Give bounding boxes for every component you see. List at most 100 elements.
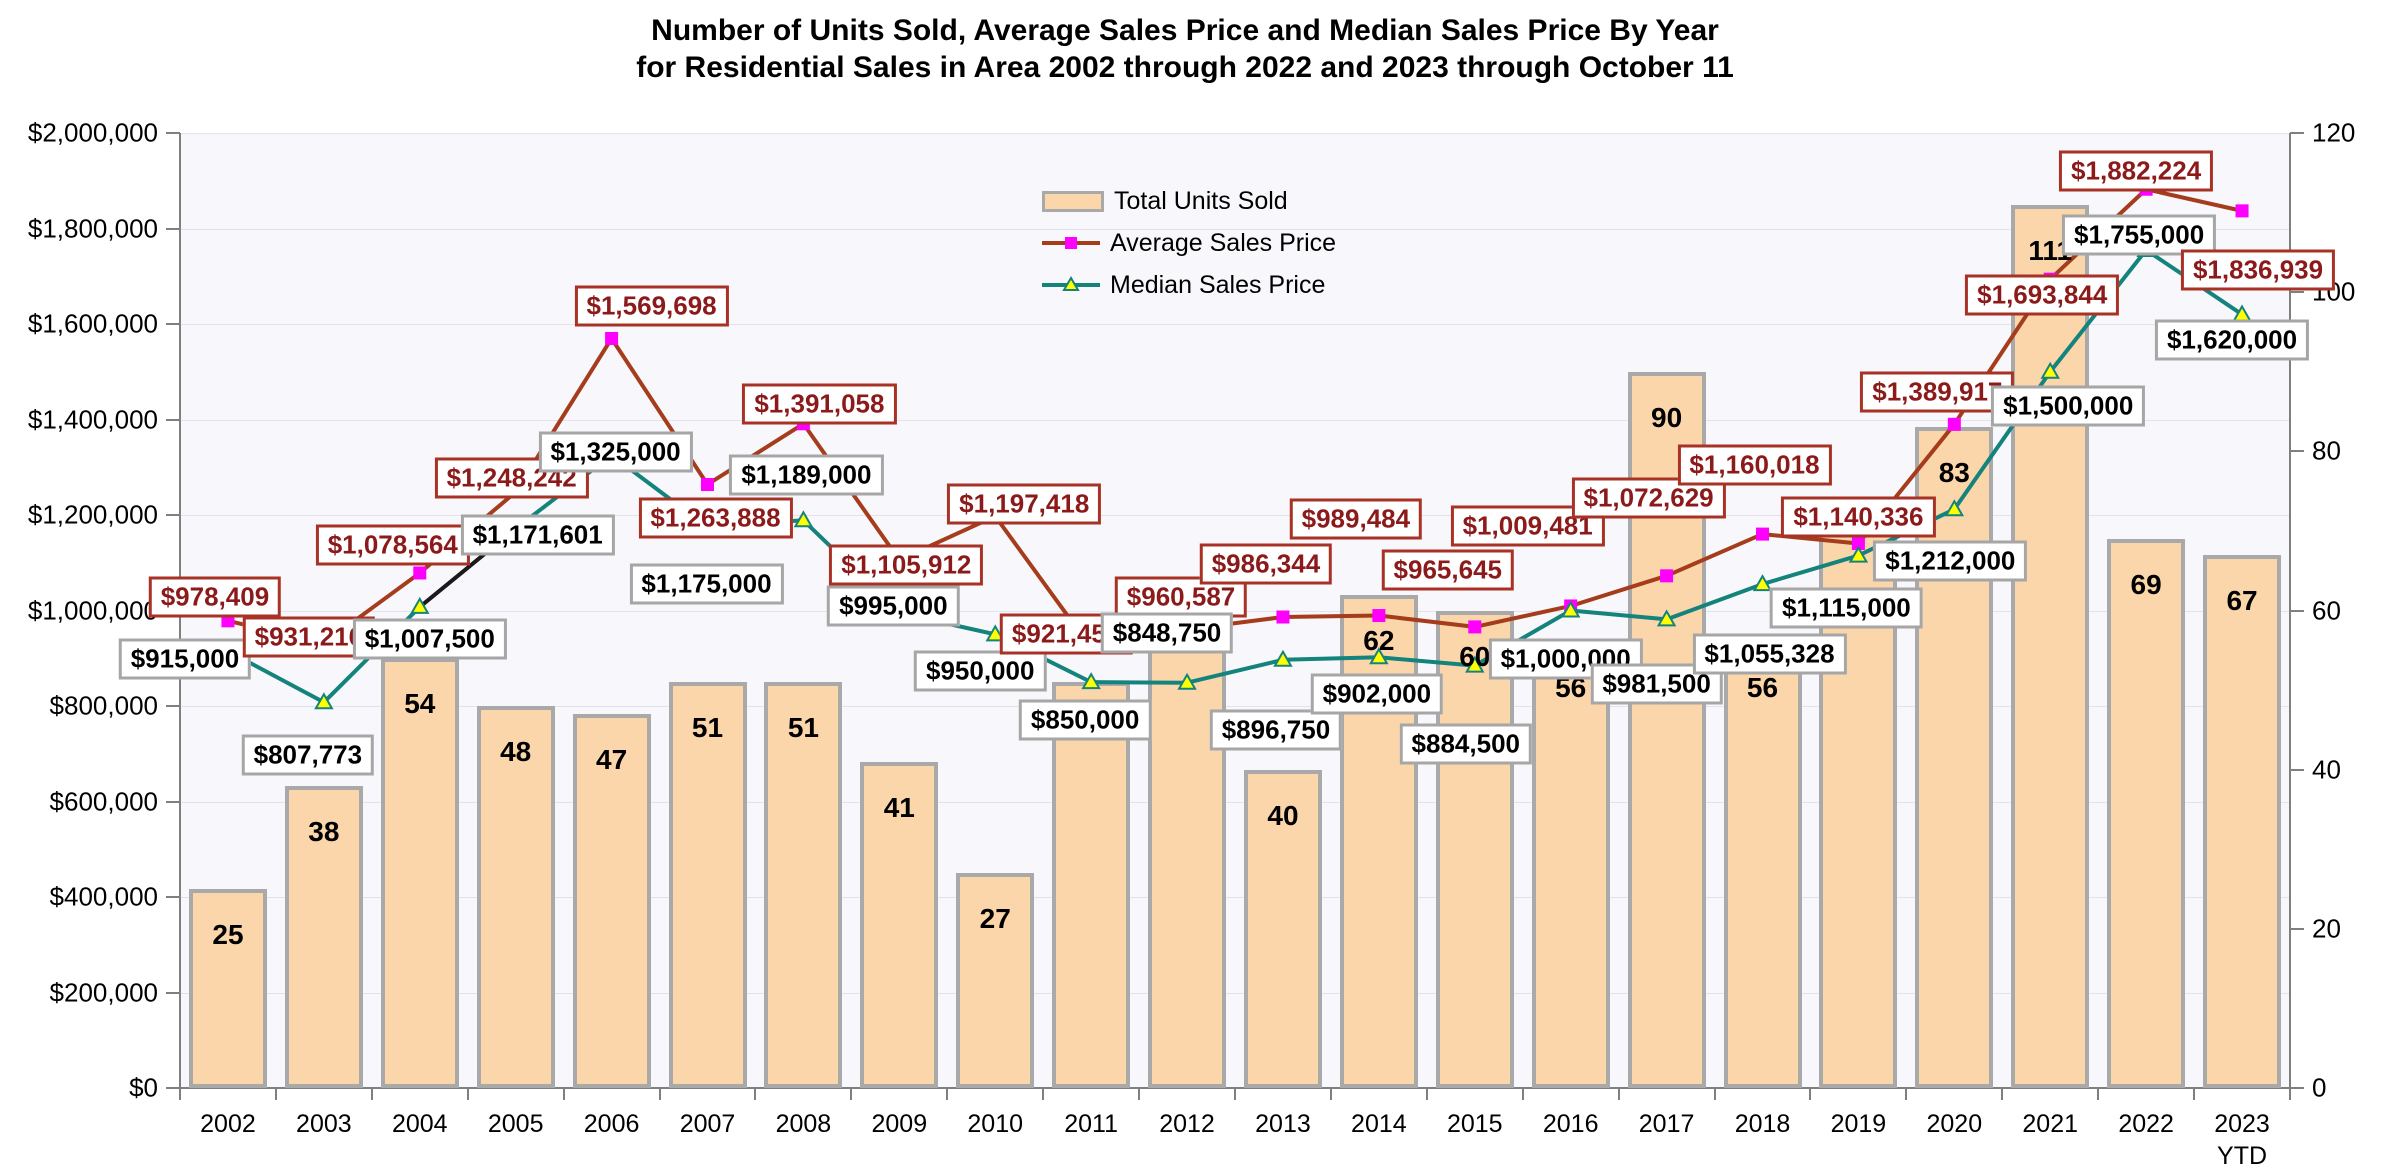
x-axis-tick-label: 2012 bbox=[1159, 1110, 1215, 1138]
avg-price-label: $1,263,888 bbox=[638, 497, 793, 539]
legend-item-total-units-sold: Total Units Sold bbox=[1042, 180, 1336, 222]
avg-price-label: $1,569,698 bbox=[574, 285, 729, 327]
x-axis-tick-label: 2011 bbox=[1064, 1110, 1119, 1138]
x-axis-tick bbox=[754, 1088, 757, 1100]
right-axis-tick bbox=[2290, 768, 2304, 771]
units-bar-label: 51 bbox=[787, 712, 819, 744]
left-axis-tick-label: $1,600,000 bbox=[27, 308, 158, 339]
left-axis-tick-label: $2,000,000 bbox=[27, 117, 158, 148]
median-price-label: $1,171,601 bbox=[460, 514, 615, 556]
median-price-label: $1,115,000 bbox=[1770, 587, 1923, 629]
x-axis-tick-label: 2005 bbox=[487, 1110, 544, 1138]
gridline bbox=[180, 706, 2290, 707]
x-axis-tick-label: 2022 bbox=[2118, 1110, 2174, 1138]
left-axis-tick bbox=[166, 514, 180, 516]
x-axis-tick-label: 2021 bbox=[2022, 1110, 2079, 1138]
median-price-label: $1,055,328 bbox=[1692, 633, 1847, 675]
gridline bbox=[180, 992, 2290, 994]
x-axis-tick-label: 2009 bbox=[871, 1110, 928, 1138]
x-axis-tick-label: 2020 bbox=[1926, 1110, 1983, 1138]
x-axis-tick bbox=[1713, 1088, 1716, 1100]
x-axis-tick-label: 2002 bbox=[200, 1110, 256, 1138]
x-axis-tick bbox=[1905, 1088, 1908, 1100]
x-axis-tick bbox=[1138, 1088, 1141, 1100]
x-axis-tick bbox=[466, 1088, 469, 1100]
units-bar bbox=[380, 658, 459, 1088]
median-price-label: $884,500 bbox=[1399, 723, 1532, 765]
x-axis-tick bbox=[370, 1088, 373, 1100]
gridline bbox=[180, 133, 2290, 134]
median-price-label: $848,750 bbox=[1100, 612, 1234, 654]
gridline bbox=[180, 419, 2290, 421]
x-axis-tick bbox=[946, 1088, 949, 1100]
x-axis-sub-label: YTD bbox=[2217, 1142, 2268, 1170]
units-bar bbox=[284, 785, 363, 1088]
x-axis-tick-label: 2004 bbox=[391, 1110, 448, 1138]
chart-title-line1: Number of Units Sold, Average Sales Pric… bbox=[651, 14, 1719, 47]
x-axis-tick-label: 2006 bbox=[583, 1110, 640, 1138]
left-axis-tick bbox=[166, 800, 180, 803]
median-price-label: $1,500,000 bbox=[1991, 385, 2146, 427]
right-axis-tick bbox=[2290, 291, 2304, 294]
left-axis-tick-label: $1,800,000 bbox=[27, 213, 158, 243]
gridline bbox=[180, 515, 2290, 516]
right-axis-tick bbox=[2290, 450, 2304, 453]
units-bar-label: 41 bbox=[883, 791, 915, 823]
left-axis-tick-label: $400,000 bbox=[49, 881, 158, 912]
units-bar-label: 54 bbox=[404, 688, 436, 720]
x-axis-tick bbox=[2097, 1088, 2100, 1100]
left-axis-tick bbox=[166, 323, 180, 325]
x-axis-tick-label: 2013 bbox=[1255, 1110, 1311, 1138]
right-axis-tick-label: 0 bbox=[2312, 1072, 2327, 1103]
avg-line-swatch-icon bbox=[1042, 237, 1100, 249]
median-line-swatch-icon bbox=[1042, 276, 1100, 291]
x-axis-tick bbox=[2289, 1088, 2291, 1100]
units-bar bbox=[1435, 610, 1514, 1088]
avg-price-label: $1,105,912 bbox=[829, 544, 984, 586]
right-axis-line bbox=[2289, 133, 2291, 1088]
units-bar bbox=[188, 889, 267, 1088]
units-bar bbox=[764, 682, 843, 1088]
x-axis-tick bbox=[1329, 1088, 1332, 1100]
units-bar-label: 60 bbox=[1459, 640, 1491, 672]
x-axis-tick bbox=[1809, 1088, 1812, 1100]
x-axis-tick-label: 2015 bbox=[1446, 1110, 1503, 1138]
units-bar-label: 67 bbox=[2226, 584, 2258, 616]
right-axis-tick-label: 40 bbox=[2312, 754, 2341, 785]
left-axis-tick bbox=[166, 132, 180, 134]
x-axis-tick bbox=[274, 1088, 277, 1100]
x-axis-tick bbox=[2193, 1088, 2196, 1100]
x-axis-tick-label: 2008 bbox=[775, 1110, 832, 1138]
median-price-label: $1,007,500 bbox=[352, 618, 507, 660]
units-bar bbox=[860, 761, 939, 1088]
avg-price-label: $1,078,564 bbox=[315, 524, 470, 566]
avg-price-label: $1,391,058 bbox=[742, 383, 897, 425]
units-bar-label: 83 bbox=[1938, 457, 1970, 489]
x-axis-tick-label: 2007 bbox=[679, 1110, 736, 1138]
right-axis-tick-label: 80 bbox=[2312, 435, 2341, 466]
left-axis-tick-label: $600,000 bbox=[49, 786, 158, 816]
units-bar-label: 25 bbox=[212, 919, 244, 951]
units-bar bbox=[1052, 682, 1131, 1088]
units-bar-label: 47 bbox=[596, 743, 628, 775]
units-bar bbox=[1531, 642, 1610, 1088]
legend: Total Units Sold Average Sales Price Med… bbox=[1042, 180, 1336, 306]
left-axis-tick-label: $1,200,000 bbox=[27, 499, 158, 530]
units-bar bbox=[1243, 769, 1322, 1088]
x-axis-tick-label: 2023 bbox=[2214, 1110, 2270, 1138]
x-axis-tick-label: 2010 bbox=[967, 1110, 1024, 1138]
median-price-label: $1,175,000 bbox=[629, 563, 784, 605]
left-axis-tick bbox=[166, 705, 180, 707]
right-axis-tick-label: 20 bbox=[2312, 913, 2341, 944]
units-bar bbox=[476, 706, 555, 1088]
median-price-label: $1,212,000 bbox=[1873, 540, 2028, 582]
avg-price-label: $1,160,018 bbox=[1677, 444, 1832, 486]
gridline bbox=[180, 228, 2290, 230]
left-axis-tick-label: $200,000 bbox=[49, 977, 158, 1007]
x-axis-tick bbox=[179, 1088, 181, 1100]
left-axis-tick bbox=[166, 227, 180, 230]
right-axis-tick bbox=[2290, 132, 2304, 134]
units-bar bbox=[572, 713, 651, 1088]
chart-title-line2: for Residential Sales in Area 2002 throu… bbox=[636, 51, 1734, 84]
median-price-label: $902,000 bbox=[1310, 673, 1444, 715]
